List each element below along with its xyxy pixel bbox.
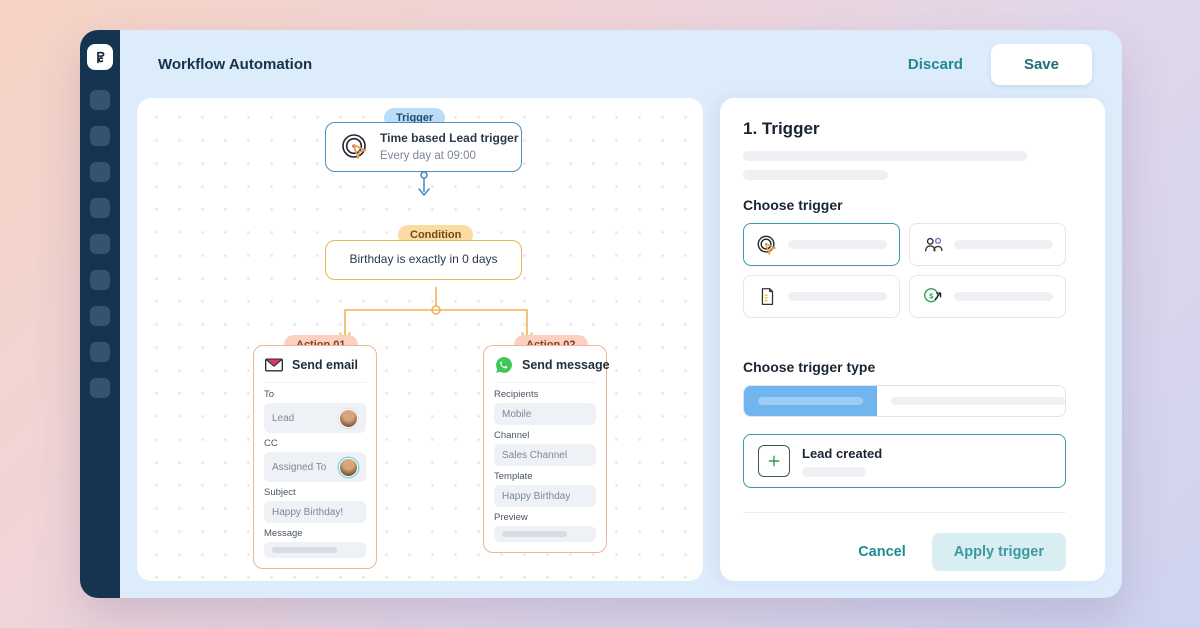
svg-text:$: $: [929, 291, 933, 300]
